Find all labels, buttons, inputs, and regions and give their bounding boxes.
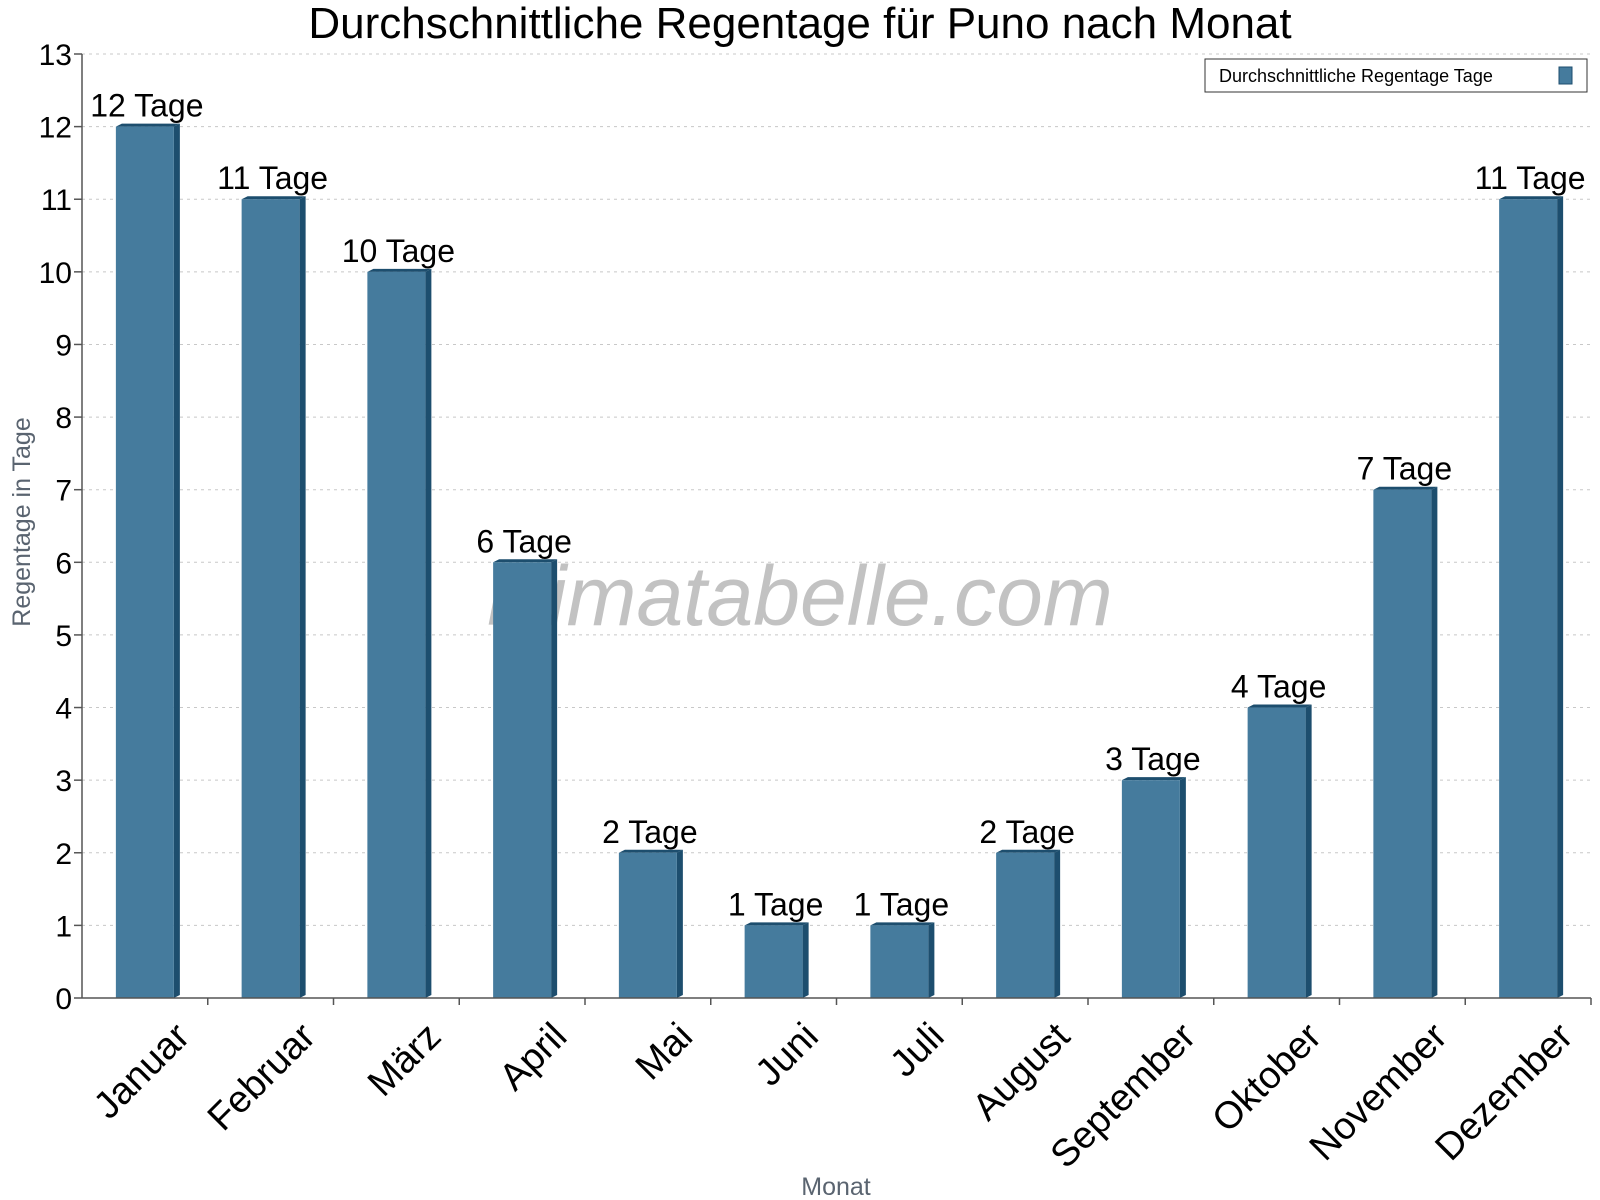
y-tick-label: 12 — [39, 112, 72, 145]
bar — [1373, 489, 1432, 998]
data-label: 11 Tage — [1475, 160, 1586, 196]
legend-label: Durchschnittliche Regentage Tage — [1219, 66, 1493, 86]
bar-side — [1305, 704, 1312, 998]
bar-top — [744, 922, 809, 926]
bar-side — [299, 196, 306, 998]
bar-group — [870, 922, 935, 998]
x-tick-label: Januar — [86, 1015, 198, 1127]
bar-top — [618, 849, 683, 853]
data-label: 10 Tage — [342, 233, 455, 269]
y-tick-label: 13 — [39, 39, 72, 72]
bar-top — [1499, 196, 1564, 200]
data-label: 2 Tage — [602, 814, 698, 850]
bar-side — [173, 123, 180, 999]
watermark: klimatabelle.com — [487, 549, 1113, 643]
y-tick-label: 5 — [55, 620, 72, 653]
x-tick-label: Oktober — [1204, 1015, 1330, 1141]
x-tick-label: November — [1302, 1015, 1456, 1169]
data-label: 2 Tage — [979, 814, 1075, 850]
bar — [996, 852, 1055, 998]
bar — [618, 852, 677, 998]
bar — [870, 925, 929, 998]
bar — [1247, 707, 1306, 998]
data-label: 1 Tage — [728, 886, 824, 922]
bar-group — [1499, 196, 1564, 998]
y-tick-label: 8 — [55, 402, 72, 435]
bar-group — [1121, 777, 1186, 998]
bar-top — [241, 196, 306, 200]
x-tick-label: Juni — [748, 1015, 827, 1094]
x-tick-label: August — [965, 1015, 1079, 1129]
bar — [1121, 780, 1180, 998]
bar-side — [1179, 777, 1186, 998]
data-label: 6 Tage — [476, 523, 572, 559]
bar-group — [367, 268, 432, 998]
y-tick-label: 9 — [55, 329, 72, 362]
x-axis-ticks: Januar Februar März April Mai Juni Juli AugustS… — [86, 998, 1592, 1176]
bar — [1499, 199, 1558, 998]
x-tick-label: April — [492, 1015, 575, 1098]
y-tick-label: 11 — [41, 184, 72, 217]
data-label: 3 Tage — [1105, 741, 1201, 777]
y-tick-label: 10 — [39, 257, 72, 290]
bar-group — [493, 559, 558, 998]
bar-group — [744, 922, 809, 998]
legend: Durchschnittliche Regentage Tage — [1204, 58, 1588, 93]
chart-title: Durchschnittliche Regentage für Puno nac… — [308, 0, 1291, 48]
bar-group — [241, 196, 306, 998]
bar-top — [367, 268, 432, 272]
data-label: 11 Tage — [217, 160, 328, 196]
y-axis-label: Regentage in Tage — [8, 417, 36, 626]
bar-side — [928, 922, 935, 998]
bar — [367, 271, 426, 998]
data-label: 7 Tage — [1357, 451, 1453, 487]
y-tick-label: 4 — [55, 693, 72, 726]
bar-series: 12 Tage 11 Tage 10 Tage 6 Tage 2 Tage 1 Tage 1… — [90, 88, 1586, 999]
bar — [744, 925, 803, 998]
x-axis-label: Monat — [801, 1173, 871, 1200]
x-tick-label: Dezember — [1428, 1015, 1582, 1169]
bar-top — [1247, 704, 1312, 708]
bar-group — [1247, 704, 1312, 998]
bar-side — [551, 559, 558, 998]
bar — [493, 562, 552, 998]
bar-top — [870, 922, 935, 926]
bar-group — [618, 849, 683, 998]
bar-side — [802, 922, 809, 998]
data-label: 4 Tage — [1231, 669, 1327, 705]
y-tick-label: 7 — [55, 475, 72, 508]
y-tick-label: 6 — [55, 547, 72, 580]
bar — [241, 199, 300, 998]
x-tick-label: Mai — [628, 1015, 701, 1088]
legend-swatch — [1558, 66, 1573, 85]
bar-group — [996, 849, 1061, 998]
bar-group — [115, 123, 180, 999]
data-label: 12 Tage — [90, 88, 203, 124]
bar-side — [1054, 849, 1061, 998]
data-label: 1 Tage — [854, 886, 950, 922]
x-tick-label: Juli — [882, 1015, 952, 1085]
bar-side — [1557, 196, 1564, 998]
x-tick-label: März — [360, 1015, 449, 1104]
bar-top — [115, 123, 180, 127]
bar-group — [1373, 486, 1438, 998]
legend-box — [1204, 58, 1588, 93]
bar-side — [676, 849, 683, 998]
bar-top — [996, 849, 1061, 853]
y-tick-label: 2 — [55, 838, 72, 871]
y-tick-label: 3 — [55, 765, 72, 798]
y-tick-label: 0 — [55, 983, 72, 1016]
bar-side — [1431, 486, 1438, 998]
bar — [115, 126, 174, 999]
x-tick-label: Februar — [200, 1015, 324, 1139]
bar-top — [1121, 777, 1186, 781]
y-tick-label: 1 — [55, 910, 72, 943]
bar-top — [493, 559, 558, 563]
bar-side — [425, 268, 432, 998]
bar-top — [1373, 486, 1438, 490]
